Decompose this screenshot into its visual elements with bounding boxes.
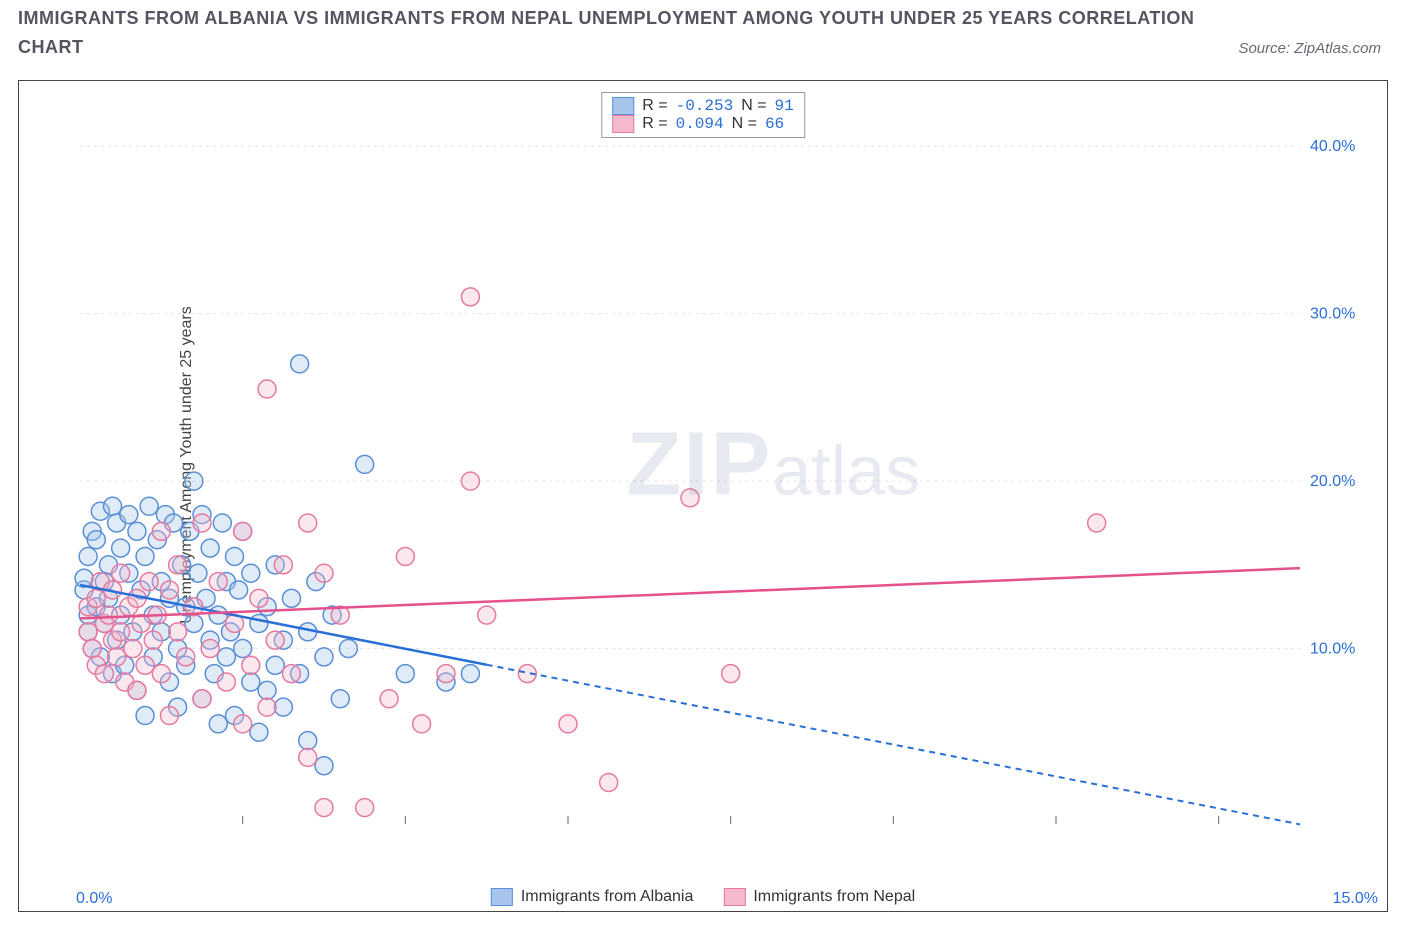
legend-swatch-albania-icon [491, 888, 513, 906]
svg-text:40.0%: 40.0% [1310, 138, 1355, 155]
r-label: R = [642, 97, 667, 115]
legend-stats: R = -0.253 N = 91 R = 0.094 N = 66 [601, 92, 805, 138]
plot-area: 10.0% 20.0% 30.0% 40.0% [70, 86, 1360, 866]
legend-item-albania: Immigrants from Albania [491, 888, 694, 906]
legend-swatch-nepal [612, 115, 634, 133]
legend-swatch-nepal-icon [723, 888, 745, 906]
r-label: R = [642, 115, 667, 133]
n-label: N = [741, 97, 766, 115]
n-label: N = [732, 115, 757, 133]
legend-label-albania: Immigrants from Albania [521, 888, 694, 906]
legend-swatch-albania [612, 97, 634, 115]
n-value-0: 91 [775, 97, 794, 115]
chart-title-line2: CHART [18, 37, 1386, 58]
legend-stats-row-1: R = 0.094 N = 66 [612, 115, 794, 133]
chart-title-line1: IMMIGRANTS FROM ALBANIA VS IMMIGRANTS FR… [18, 8, 1386, 29]
svg-text:20.0%: 20.0% [1310, 473, 1355, 490]
r-value-1: 0.094 [676, 115, 724, 133]
x-axis-origin: 0.0% [76, 890, 112, 908]
legend-label-nepal: Immigrants from Nepal [753, 888, 915, 906]
source-label: Source: ZipAtlas.com [1238, 40, 1381, 57]
x-axis-max: 15.0% [1333, 890, 1378, 908]
svg-text:10.0%: 10.0% [1310, 641, 1355, 658]
chart-header: IMMIGRANTS FROM ALBANIA VS IMMIGRANTS FR… [18, 8, 1386, 58]
legend-stats-row-0: R = -0.253 N = 91 [612, 97, 794, 115]
chart-svg: 10.0% 20.0% 30.0% 40.0% [70, 86, 1360, 866]
legend-series: Immigrants from Albania Immigrants from … [491, 888, 915, 906]
legend-item-nepal: Immigrants from Nepal [723, 888, 915, 906]
svg-text:30.0%: 30.0% [1310, 306, 1355, 323]
n-value-1: 66 [765, 115, 784, 133]
r-value-0: -0.253 [676, 97, 734, 115]
